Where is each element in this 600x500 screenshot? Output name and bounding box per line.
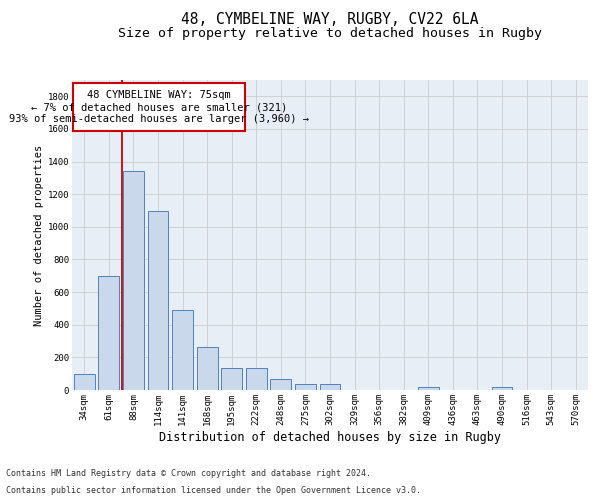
Text: 93% of semi-detached houses are larger (3,960) →: 93% of semi-detached houses are larger (… [9, 114, 309, 124]
Bar [74, 374, 95, 390]
Bar [123, 172, 144, 390]
Text: 48, CYMBELINE WAY, RUGBY, CV22 6LA: 48, CYMBELINE WAY, RUGBY, CV22 6LA [181, 12, 479, 28]
FancyBboxPatch shape [73, 84, 245, 132]
Bar [491, 387, 512, 390]
Bar [295, 384, 316, 390]
Text: Size of property relative to detached houses in Rugby: Size of property relative to detached ho… [118, 28, 542, 40]
Bar [271, 380, 292, 390]
Text: Contains HM Land Registry data © Crown copyright and database right 2024.: Contains HM Land Registry data © Crown c… [6, 468, 371, 477]
Text: ← 7% of detached houses are smaller (321): ← 7% of detached houses are smaller (321… [31, 102, 287, 113]
Bar [246, 368, 267, 390]
Bar [172, 310, 193, 390]
Bar [98, 276, 119, 390]
Bar [221, 368, 242, 390]
X-axis label: Distribution of detached houses by size in Rugby: Distribution of detached houses by size … [159, 430, 501, 444]
Y-axis label: Number of detached properties: Number of detached properties [34, 144, 44, 326]
Text: 48 CYMBELINE WAY: 75sqm: 48 CYMBELINE WAY: 75sqm [88, 90, 231, 101]
Bar [197, 347, 218, 390]
Bar [320, 384, 340, 390]
Bar [148, 212, 169, 390]
Text: Contains public sector information licensed under the Open Government Licence v3: Contains public sector information licen… [6, 486, 421, 495]
Bar [418, 387, 439, 390]
